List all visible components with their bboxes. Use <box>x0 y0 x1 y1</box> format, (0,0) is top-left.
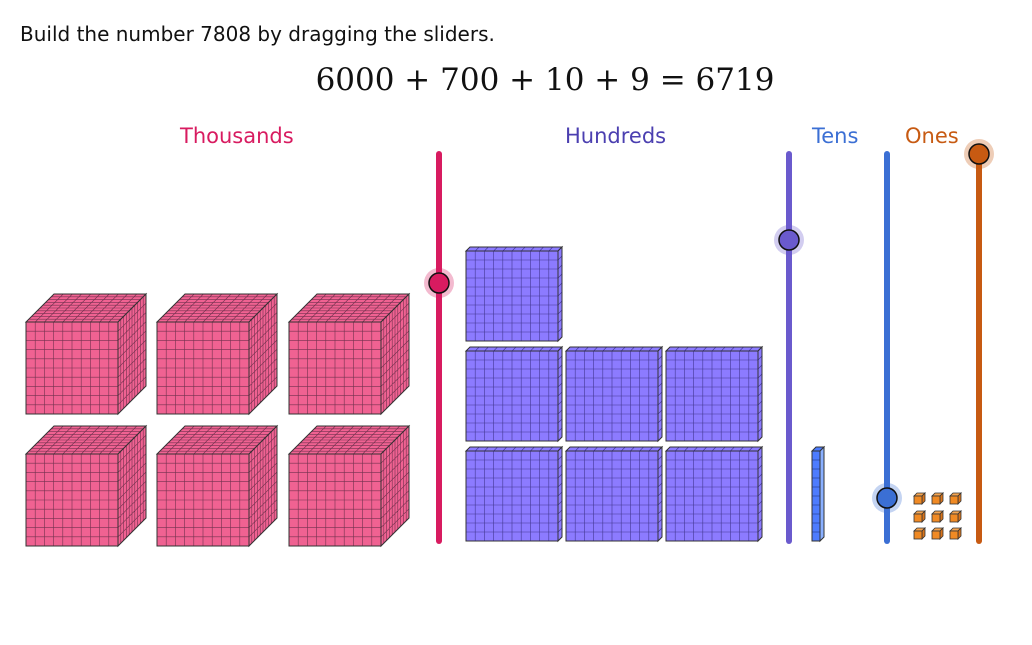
thousand-cube <box>155 424 279 548</box>
hundreds-slider-handle[interactable] <box>778 229 800 251</box>
one-unit <box>949 510 962 523</box>
tens-label: Tens <box>812 124 859 148</box>
thousand-cube <box>155 292 279 416</box>
hundred-flat <box>564 445 664 543</box>
tens-slider-handle[interactable] <box>876 487 898 509</box>
one-unit <box>949 527 962 540</box>
thousand-cube <box>287 424 411 548</box>
ones-slider-handle[interactable] <box>968 143 990 165</box>
one-unit <box>913 527 926 540</box>
hundred-flat <box>664 445 764 543</box>
hundred-flat <box>464 345 564 443</box>
one-unit <box>931 492 944 505</box>
instruction-text: Build the number 7808 by dragging the sl… <box>20 22 495 46</box>
hundreds-label: Hundreds <box>565 124 667 148</box>
hundred-flat <box>464 445 564 543</box>
one-unit <box>931 527 944 540</box>
thousand-cube <box>24 292 148 416</box>
ten-rod <box>810 445 826 543</box>
one-unit <box>913 492 926 505</box>
hundred-flat <box>464 245 564 343</box>
one-unit <box>949 492 962 505</box>
one-unit <box>931 510 944 523</box>
hundred-flat <box>564 345 664 443</box>
thousand-cube <box>287 292 411 416</box>
thousands-slider-handle[interactable] <box>428 272 450 294</box>
ones-label: Ones <box>905 124 959 148</box>
one-unit <box>913 510 926 523</box>
thousands-label: Thousands <box>180 124 294 148</box>
thousand-cube <box>24 424 148 548</box>
equation: 6000 + 700 + 10 + 9 = 6719 <box>315 62 775 98</box>
hundred-flat <box>664 345 764 443</box>
